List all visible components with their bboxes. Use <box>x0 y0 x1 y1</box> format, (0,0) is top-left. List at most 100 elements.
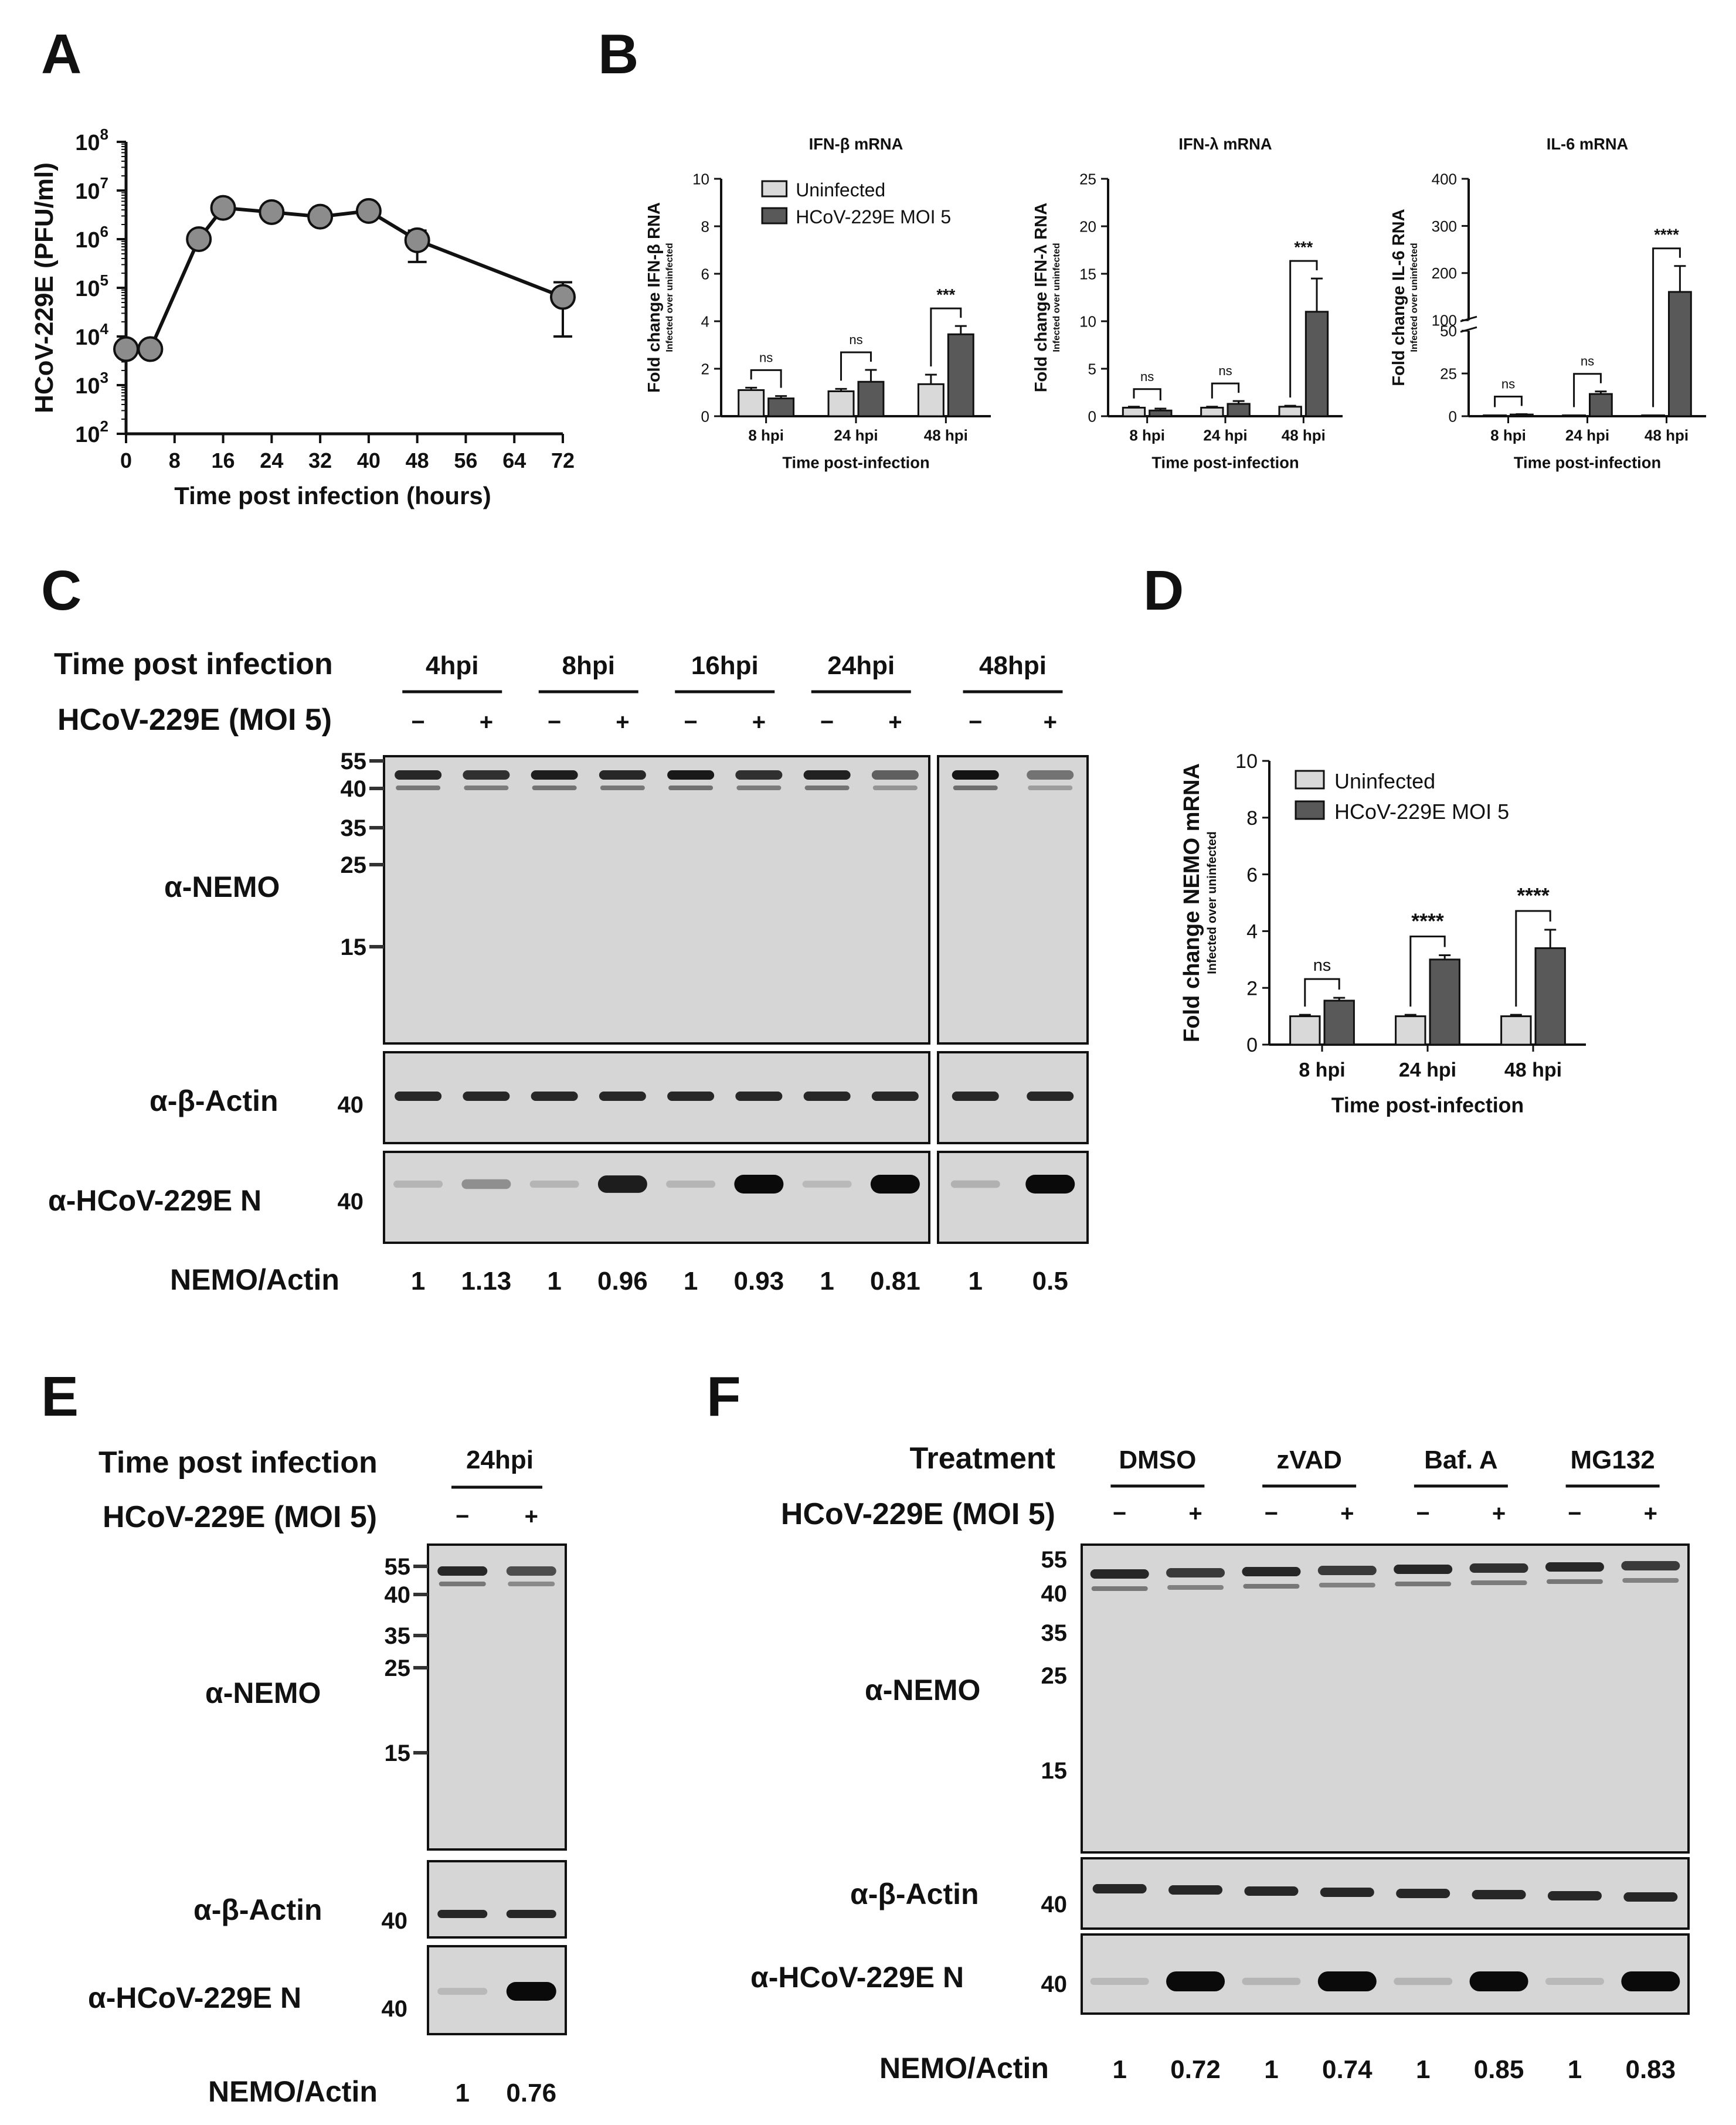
lane-sign: + <box>1188 1501 1202 1526</box>
y-axis-label: Fold change IFN-λ RNA <box>1032 203 1051 392</box>
treatment-label: Treatment <box>909 1441 1055 1475</box>
chart-b-ifn-lambda: 0 5 10 15 20 25 8 hpi ns 24 hpi ns 48 hpi *** IFN-λ … <box>1032 135 1343 471</box>
bar <box>1289 1015 1321 1046</box>
n-band <box>1317 1971 1377 1991</box>
nemo-band-lower <box>1091 1586 1148 1591</box>
mw-marker: 40 <box>338 1092 364 1118</box>
y-tick-label: 106 <box>75 223 108 253</box>
actin-band <box>1547 1891 1602 1900</box>
nemo-band <box>952 770 999 780</box>
y-axis-label: Fold change IL-6 RNA <box>1390 209 1408 386</box>
ratio-value: 1 <box>547 1267 561 1296</box>
ratio-value: 0.83 <box>1625 2055 1676 2084</box>
significance-bracket <box>1304 978 1340 1007</box>
ratio-value: 1 <box>1568 2055 1582 2084</box>
y-axis-label: HCoV-229E (PFU/ml) <box>30 162 59 413</box>
treatment-name: MG132 <box>1570 1446 1655 1474</box>
x-axis-label: Time post-infection <box>1331 1094 1524 1117</box>
nemo-band-lower <box>1470 1580 1527 1585</box>
actin-band <box>395 1092 442 1101</box>
y-tick-label: 25 <box>1440 365 1457 382</box>
data-point <box>186 226 212 252</box>
row-label-nemo: α-NEMO <box>164 871 280 903</box>
ratio-label: NEMO/Actin <box>879 2052 1049 2085</box>
nemo-band <box>599 770 646 780</box>
x-tick-label: 48 hpi <box>1282 427 1326 444</box>
y-tick-label: 0 <box>1449 407 1457 425</box>
n-band <box>506 1982 556 2001</box>
mw-marker: 40 <box>385 1582 411 1608</box>
row-label-actin: α-β-Actin <box>850 1878 979 1910</box>
n-band <box>1166 1971 1225 1991</box>
mw-marker: 40 <box>1041 1581 1068 1607</box>
significance-label: ns <box>1140 369 1154 384</box>
x-tick-label: 72 <box>551 448 575 472</box>
x-tick-label: 40 <box>357 448 381 472</box>
y-tick-label: 0 <box>701 407 709 425</box>
data-point <box>113 336 139 362</box>
y-tick-label: 400 <box>1432 170 1457 188</box>
y-axis-sublabel: Infected over uninfected <box>1409 243 1419 352</box>
bar <box>1278 406 1302 417</box>
n-band <box>870 1175 920 1194</box>
nemo-blot <box>427 1543 567 1851</box>
nemo-band-lower <box>1546 1579 1603 1584</box>
nemo-band-lower <box>1319 1583 1375 1587</box>
actin-band <box>1168 1885 1223 1895</box>
chart-d-nemo-mrna: 0 2 4 6 8 10 8 hpi ns 24 hpi **** 48 hpi **** Time p… <box>1180 750 1586 1117</box>
significance-bracket <box>930 307 962 367</box>
nemo-blot <box>1081 1543 1690 1854</box>
x-tick-label: 8 <box>169 448 181 472</box>
nemo-band-lower <box>1167 1585 1224 1590</box>
actin-band <box>1623 1892 1678 1902</box>
mw-marker: 55 <box>1041 1547 1068 1573</box>
x-tick-label: 8 hpi <box>748 427 784 444</box>
significance-bracket <box>1133 388 1161 401</box>
mw-marker: 40 <box>341 776 367 802</box>
legend-label: Uninfected <box>796 179 885 200</box>
nemo-band <box>437 1566 488 1576</box>
y-tick-label: 25 <box>1079 170 1096 188</box>
n-blot-right <box>937 1151 1089 1244</box>
ratio-value: 1 <box>1112 2055 1126 2084</box>
legend-label: HCoV-229E MOI 5 <box>1334 800 1509 824</box>
significance-bracket <box>1409 936 1446 1007</box>
timepoint-label: 16hpi <box>691 651 759 680</box>
row-label-n: α-HCoV-229E N <box>750 1961 964 1994</box>
n-band <box>529 1180 579 1188</box>
bar <box>1323 999 1355 1046</box>
lane-sign: − <box>1416 1501 1430 1526</box>
lane-sign: + <box>616 709 629 735</box>
y-tick-label: 0 <box>1088 407 1096 425</box>
ratio-value: 1 <box>820 1267 834 1296</box>
ratio-value: 1.13 <box>461 1267 512 1296</box>
y-tick-label: 105 <box>75 271 108 301</box>
lane-sign: + <box>1340 1501 1354 1526</box>
significance-label: ns <box>1218 363 1232 378</box>
row-label-nemo: α-NEMO <box>205 1677 321 1709</box>
nemo-band-lower <box>1395 1582 1452 1586</box>
y-tick-label: 102 <box>75 417 108 447</box>
panel-letter-f: F <box>706 1365 741 1428</box>
mw-marker: 25 <box>385 1655 411 1681</box>
y-tick-label: 300 <box>1432 217 1457 235</box>
actin-band <box>667 1092 715 1101</box>
x-tick-label: 8 hpi <box>1299 1059 1345 1081</box>
x-axis-label: Time post-infection <box>782 453 929 471</box>
data-point <box>550 284 576 310</box>
y-tick-label: 2 <box>701 360 709 378</box>
nemo-band <box>463 770 510 780</box>
bar <box>1500 1015 1532 1046</box>
y-tick-label: 10 <box>692 170 709 188</box>
significance-label: *** <box>936 285 955 304</box>
lane-sign: + <box>888 709 902 735</box>
y-tick-label: 5 <box>1088 360 1096 378</box>
actin-band <box>506 1910 556 1918</box>
x-tick-label: 24 hpi <box>834 427 878 444</box>
bar <box>738 389 765 417</box>
bar <box>917 383 945 417</box>
n-band <box>1242 1977 1301 1985</box>
lane-sign: + <box>1044 709 1057 735</box>
y-tick-label: 10 <box>1079 312 1096 330</box>
y-tick-label: 104 <box>75 320 108 350</box>
